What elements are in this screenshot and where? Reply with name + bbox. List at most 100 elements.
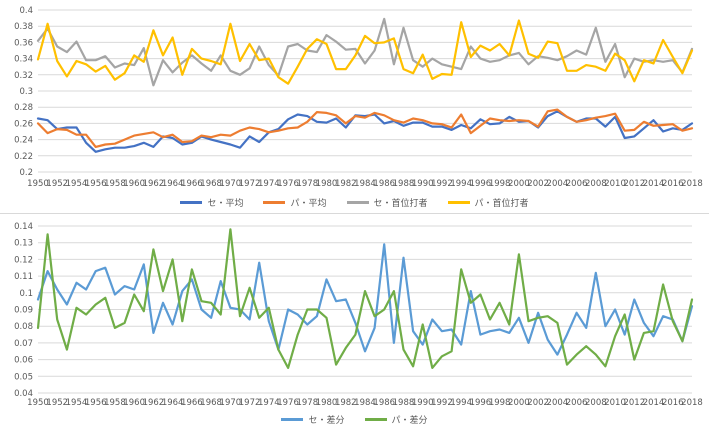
bottom-x-tick-label: 1954	[66, 398, 88, 408]
top-x-tick-label: 1976	[277, 179, 299, 189]
bottom-x-tick-label: 2010	[604, 398, 626, 408]
bottom-x-tick-label: 1992	[431, 398, 453, 408]
top-legend-label: セ・平均	[207, 199, 244, 209]
top-x-tick-label: 1954	[66, 179, 88, 189]
top-line-chart: 0.2 0.22 0.24 0.26 0.28 0.3 0.32 0.34 0.36 0.38 0.…	[14, 6, 703, 189]
top-series-2-line	[36, 17, 694, 87]
top-legend-label: セ・首位打者	[373, 199, 428, 209]
bottom-x-tick-label: 2012	[623, 398, 645, 408]
top-x-tick-label: 1956	[85, 179, 107, 189]
top-legend-swatch	[346, 201, 369, 204]
top-x-tick-label: 1992	[431, 179, 453, 189]
top-gridlines	[38, 9, 692, 173]
bottom-x-tick-label: 1952	[46, 398, 68, 408]
bottom-x-tick-label: 2018	[681, 398, 703, 408]
top-x-tick-label: 1964	[162, 179, 184, 189]
bottom-series-1-line	[36, 228, 694, 369]
top-y-tick-label: 0.34	[14, 55, 33, 65]
bottom-x-tick-label: 1988	[393, 398, 415, 408]
bottom-x-tick-label: 1968	[200, 398, 222, 408]
top-x-tick-label: 2012	[623, 179, 645, 189]
top-y-tick-label: 0.4	[19, 6, 33, 16]
bottom-x-tick-label: 1966	[181, 398, 203, 408]
bottom-series-group	[36, 228, 694, 369]
top-legend-swatch	[180, 201, 203, 204]
top-x-tick-label: 1952	[46, 179, 68, 189]
bottom-x-tick-label: 1980	[316, 398, 338, 408]
bottom-x-tick-label: 1998	[489, 398, 511, 408]
top-y-tick-label: 0.26	[14, 119, 33, 129]
bottom-y-tick-label: 0.14	[14, 222, 33, 232]
bottom-y-tick-label: 0.12	[14, 255, 33, 265]
bottom-y-tick-label: 0.09	[14, 306, 33, 316]
top-x-tick-label: 2004	[547, 179, 569, 189]
bottom-x-tick-label: 2006	[566, 398, 588, 408]
bottom-legend-swatch	[281, 418, 304, 421]
top-x-tick-label: 1988	[393, 179, 415, 189]
top-x-tick-label: 1962	[143, 179, 165, 189]
top-x-tick-label: 2008	[585, 179, 607, 189]
top-x-tick-label: 1958	[104, 179, 126, 189]
top-y-tick-label: 0.38	[14, 22, 33, 32]
top-x-tick-label: 1950	[27, 179, 49, 189]
bottom-x-tick-label: 1962	[143, 398, 165, 408]
bottom-x-tick-label: 2004	[547, 398, 569, 408]
bottom-x-tick-label: 1964	[162, 398, 184, 408]
panel-divider	[0, 213, 709, 214]
bottom-legend-swatch	[364, 418, 387, 421]
top-y-tick-label: 0.32	[14, 71, 33, 81]
bottom-y-tick-label: 0.06	[14, 356, 33, 366]
bottom-line-chart: 0.04 0.05 0.06 0.07 0.08 0.09 0.1 0.11 0.12 0.13 0…	[14, 222, 703, 408]
bottom-legend-item: セ・差分	[281, 413, 345, 426]
bottom-x-tick-label: 1978	[296, 398, 318, 408]
top-y-tick-label: 0.28	[14, 103, 33, 113]
top-legend-label: パ・首位打者	[474, 199, 529, 209]
top-legend-swatch	[263, 201, 286, 204]
bottom-x-tick-label: 2016	[662, 398, 684, 408]
bottom-x-tick-label: 1956	[85, 398, 107, 408]
bottom-legend-label: パ・差分	[391, 416, 428, 426]
top-x-tick-label: 2018	[681, 179, 703, 189]
top-x-tick-label: 1980	[316, 179, 338, 189]
bottom-x-axis: 1950195219541956195819601962196419661968…	[27, 398, 703, 408]
bottom-x-tick-label: 1990	[412, 398, 434, 408]
top-series-group	[36, 17, 694, 153]
top-legend-item: セ・首位打者	[346, 196, 428, 209]
bottom-chart-panel: 0.04 0.05 0.06 0.07 0.08 0.09 0.1 0.11 0.12 0.13 0…	[0, 216, 709, 433]
bottom-x-tick-label: 1994	[450, 398, 472, 408]
top-legend-item: セ・平均	[180, 196, 243, 209]
bottom-y-axis: 0.04 0.05 0.06 0.07 0.08 0.09 0.1 0.11 0.12 0.13 0…	[14, 222, 33, 399]
bottom-x-tick-label: 1972	[239, 398, 261, 408]
bottom-x-tick-label: 1974	[258, 398, 280, 408]
bottom-x-tick-label: 1982	[335, 398, 357, 408]
bottom-gridlines	[38, 225, 692, 394]
top-x-tick-label: 1966	[181, 179, 203, 189]
top-x-tick-label: 2000	[508, 179, 530, 189]
top-x-tick-label: 1970	[220, 179, 242, 189]
bottom-y-tick-label: 0.11	[14, 272, 33, 282]
top-x-tick-label: 2014	[643, 179, 665, 189]
top-y-tick-label: 0.24	[14, 136, 33, 146]
top-x-tick-label: 1986	[373, 179, 395, 189]
top-series-3-line	[36, 19, 694, 85]
top-y-tick-label: 0.2	[19, 168, 33, 178]
bottom-x-tick-label: 1960	[123, 398, 145, 408]
bottom-x-tick-label: 1950	[27, 398, 49, 408]
top-y-tick-label: 0.3	[19, 87, 33, 97]
top-x-tick-label: 2016	[662, 179, 684, 189]
bottom-y-tick-label: 0.1	[19, 289, 33, 299]
bottom-x-tick-label: 2000	[508, 398, 530, 408]
bottom-x-tick-label: 1970	[220, 398, 242, 408]
bottom-y-tick-label: 0.08	[14, 322, 33, 332]
top-x-tick-label: 2002	[527, 179, 549, 189]
top-legend-swatch	[447, 201, 470, 204]
top-x-tick-label: 1996	[470, 179, 492, 189]
top-x-tick-label: 1982	[335, 179, 357, 189]
bottom-legend-label: セ・差分	[308, 416, 345, 426]
bottom-x-tick-label: 1976	[277, 398, 299, 408]
top-x-axis: 1950195219541956195819601962196419661968…	[27, 179, 703, 189]
top-x-tick-label: 1978	[296, 179, 318, 189]
bottom-x-tick-label: 1996	[470, 398, 492, 408]
bottom-y-tick-label: 0.13	[14, 239, 33, 249]
